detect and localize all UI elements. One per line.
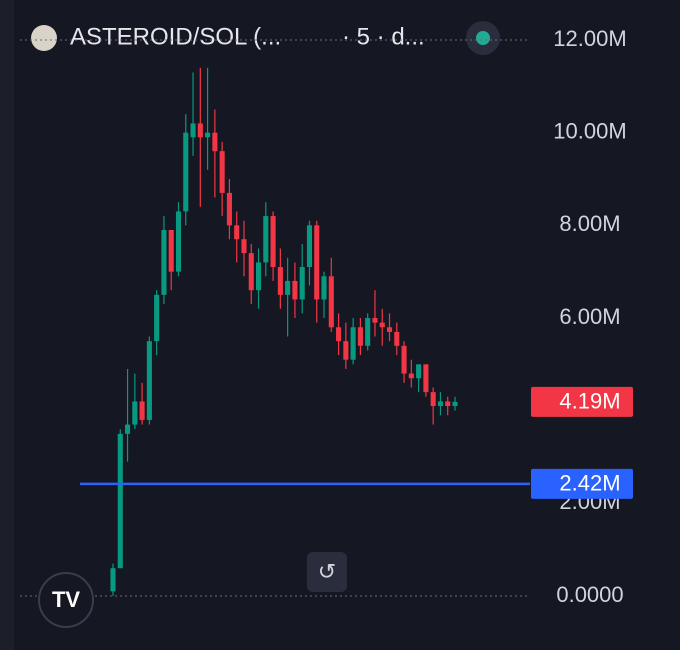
status-dot (476, 31, 490, 45)
candle-body (117, 433, 123, 569)
last-price-label: 4.19M (559, 389, 620, 414)
candle-body (183, 132, 189, 212)
reset-button[interactable] (307, 552, 347, 592)
reset-icon: ↺ (318, 559, 336, 584)
candle-body (365, 318, 371, 346)
candle-body (197, 123, 203, 138)
candle-body (299, 267, 305, 300)
y-tick-label: 12.00M (553, 26, 626, 51)
candle-body (306, 225, 313, 268)
candle-body (292, 280, 298, 300)
candle-body (372, 318, 378, 323)
candle-body (386, 327, 393, 332)
logo-mark: TV (52, 587, 80, 612)
candle-body (336, 327, 342, 342)
candle-body (350, 327, 356, 360)
candle-body (277, 267, 283, 295)
left-edge (0, 0, 14, 650)
y-tick-label: 0.0000 (556, 582, 623, 607)
candle-body (226, 192, 232, 226)
candle-body (132, 401, 138, 425)
candle-body (357, 327, 363, 346)
candle-body (285, 280, 291, 295)
candle-body (190, 123, 196, 138)
y-tick-label: 8.00M (559, 211, 620, 236)
candle-body (219, 151, 225, 193)
interval[interactable]: · 5 · d... (342, 23, 425, 50)
candle-body (416, 364, 422, 379)
candle-body (110, 568, 116, 592)
candle-body (401, 345, 407, 374)
logo[interactable] (38, 572, 94, 628)
candle-body (423, 364, 429, 393)
candle-body (146, 341, 152, 420)
candle-body (445, 401, 451, 407)
candle-body (241, 239, 247, 254)
candle-body (205, 132, 211, 138)
candle-body (328, 276, 334, 328)
candle-body (270, 216, 276, 268)
candle-body (343, 341, 349, 360)
symbol-icon[interactable] (31, 25, 57, 51)
candle-body (175, 211, 182, 272)
candle-body (168, 229, 174, 272)
candle-body (161, 229, 167, 295)
candle-body (452, 401, 458, 407)
last-price-tag (531, 386, 633, 417)
price-line-label: 2.42M (559, 471, 620, 496)
candle-body (314, 225, 320, 300)
y-tick-label: 10.00M (553, 118, 626, 143)
candle-body (321, 276, 327, 300)
candle-body (139, 401, 145, 420)
candle-body (248, 253, 254, 291)
y-tick-label: 6.00M (559, 304, 620, 329)
candle-body (234, 225, 240, 240)
candle-body (125, 424, 131, 434)
candle-body (408, 373, 414, 379)
candle-body (437, 401, 443, 407)
candle-body (154, 294, 160, 342)
candle-body (394, 331, 400, 346)
candle-body (379, 322, 385, 328)
candle-body (430, 392, 436, 407)
price-line-tag (531, 468, 633, 499)
candle-body (255, 262, 262, 291)
symbol-title[interactable]: ASTEROID/SOL (... (70, 23, 281, 50)
candle-body (212, 132, 218, 152)
candle-body (263, 216, 269, 263)
